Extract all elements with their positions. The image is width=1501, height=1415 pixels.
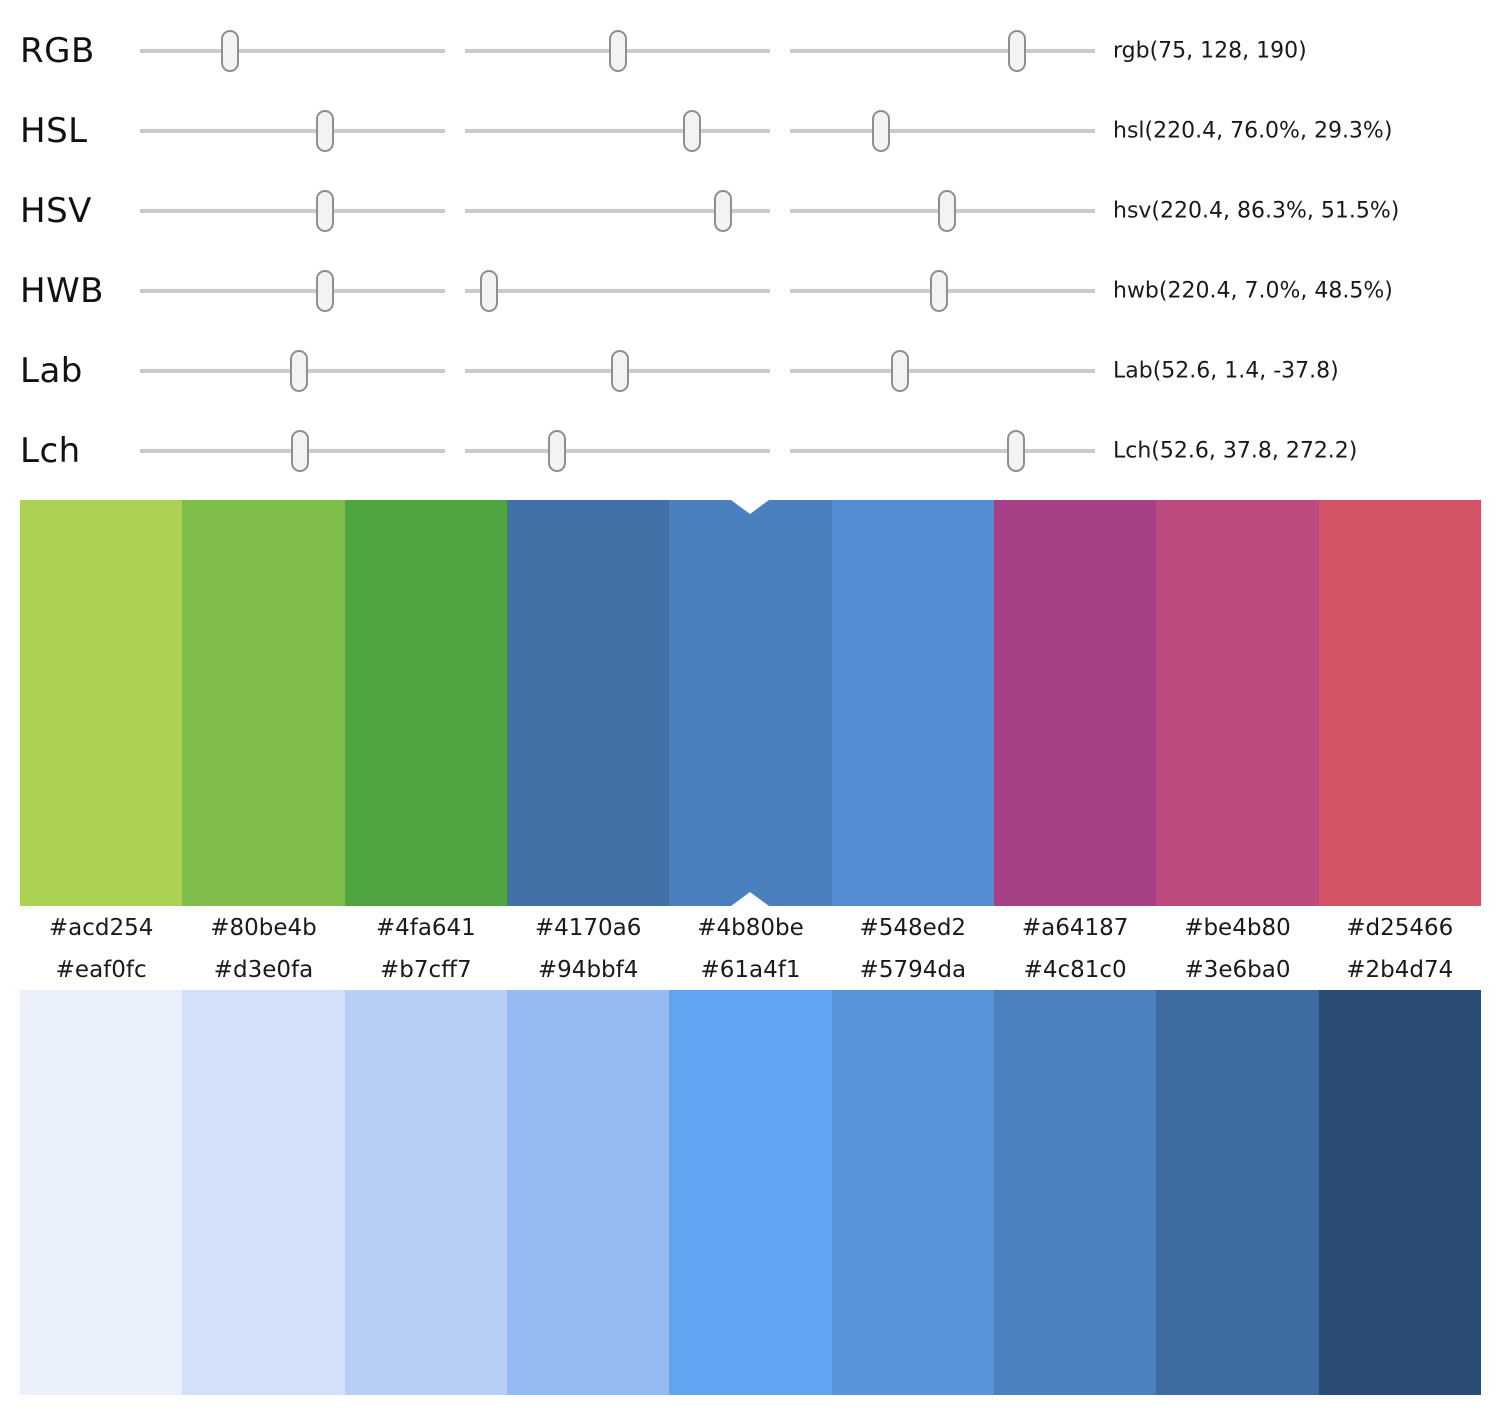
hex-label: #b7cff7 <box>380 957 472 983</box>
hex-label: #2b4d74 <box>1346 957 1454 983</box>
hsv-value-track[interactable] <box>790 190 1095 232</box>
rgb-value-readout: rgb(75, 128, 190) <box>1113 38 1307 64</box>
hsl-lightness-track[interactable] <box>790 110 1095 152</box>
hex-label: #d3e0fa <box>213 957 314 983</box>
rgb-blue-track[interactable] <box>790 30 1095 72</box>
slider-row-label: HWB <box>20 271 105 311</box>
lch-hue-track[interactable] <box>790 430 1095 472</box>
hsv-value-thumb[interactable] <box>938 190 957 232</box>
lab-value-readout: Lab(52.6, 1.4, -37.8) <box>1113 358 1339 384</box>
lab-b-track[interactable] <box>790 350 1095 392</box>
hue-variation-palette <box>20 500 1481 906</box>
lch-chroma-thumb[interactable] <box>547 430 566 472</box>
hex-label: #be4b80 <box>1184 915 1291 941</box>
slider-row-label: RGB <box>20 31 95 71</box>
lab-lightness-track[interactable] <box>140 350 445 392</box>
hwb-whiteness-thumb[interactable] <box>480 270 499 312</box>
rgb-green-track[interactable] <box>465 30 770 72</box>
hwb-hue-thumb[interactable] <box>316 270 335 312</box>
hex-label: #80be4b <box>210 915 317 941</box>
hex-label: #a64187 <box>1021 915 1129 941</box>
lch-lightness-track[interactable] <box>140 430 445 472</box>
selection-notch-bottom-icon <box>731 892 770 906</box>
slider-row-hsl: HSL hsl(220.4, 76.0%, 29.3%) <box>0 91 1501 171</box>
hsv-saturation-thumb[interactable] <box>713 190 732 232</box>
palette-swatch[interactable] <box>182 990 345 1395</box>
palette-swatch[interactable] <box>831 500 994 906</box>
palette-swatch[interactable] <box>344 990 507 1395</box>
slider-row-hwb: HWB hwb(220.4, 7.0%, 48.5%) <box>0 251 1501 331</box>
slider-row-lch: Lch Lch(52.6, 37.8, 272.2) <box>0 411 1501 491</box>
palette-swatch[interactable] <box>831 990 994 1395</box>
palette-swatch-selected[interactable] <box>669 500 832 906</box>
lab-a-thumb[interactable] <box>610 350 629 392</box>
rgb-green-thumb[interactable] <box>609 30 628 72</box>
hwb-whiteness-track[interactable] <box>465 270 770 312</box>
hsv-hue-thumb[interactable] <box>316 190 335 232</box>
hsl-hue-thumb[interactable] <box>316 110 335 152</box>
slider-row-label: Lch <box>20 431 81 471</box>
palette-swatch[interactable] <box>669 990 832 1395</box>
palette-swatch[interactable] <box>993 500 1157 906</box>
hsv-hue-track[interactable] <box>140 190 445 232</box>
palette-swatch[interactable] <box>182 500 345 906</box>
hsl-value-readout: hsl(220.4, 76.0%, 29.3%) <box>1113 118 1393 144</box>
hsl-saturation-thumb[interactable] <box>683 110 702 152</box>
hex-label: #4b80be <box>697 915 804 941</box>
palette-swatch[interactable] <box>1156 500 1319 906</box>
palette-swatch[interactable] <box>506 990 670 1395</box>
slider-row-hsv: HSV hsv(220.4, 86.3%, 51.5%) <box>0 171 1501 251</box>
lch-chroma-track[interactable] <box>465 430 770 472</box>
hsv-value-readout: hsv(220.4, 86.3%, 51.5%) <box>1113 198 1400 224</box>
palette-swatch[interactable] <box>20 990 183 1395</box>
hex-label: #4c81c0 <box>1023 957 1127 983</box>
palette-swatch[interactable] <box>993 990 1157 1395</box>
hex-label: #61a4f1 <box>700 957 801 983</box>
hex-label: #94bbf4 <box>537 957 639 983</box>
palette-swatch[interactable] <box>20 500 183 906</box>
hsv-saturation-track[interactable] <box>465 190 770 232</box>
slider-row-label: Lab <box>20 351 83 391</box>
hex-label: #eaf0fc <box>55 957 147 983</box>
hwb-value-readout: hwb(220.4, 7.0%, 48.5%) <box>1113 278 1393 304</box>
hex-label: #548ed2 <box>859 915 967 941</box>
rgb-blue-thumb[interactable] <box>1008 30 1027 72</box>
hex-label: #4170a6 <box>534 915 642 941</box>
palette-swatch[interactable] <box>344 500 507 906</box>
hsl-saturation-track[interactable] <box>465 110 770 152</box>
lab-a-track[interactable] <box>465 350 770 392</box>
palette-swatch[interactable] <box>1318 990 1481 1395</box>
lab-lightness-thumb[interactable] <box>289 350 308 392</box>
hex-label: #acd254 <box>48 915 154 941</box>
lab-b-thumb[interactable] <box>890 350 909 392</box>
top-palette-hex-labels: #acd254 #80be4b #4fa641 #4170a6 #4b80be … <box>20 906 1481 950</box>
hwb-blackness-thumb[interactable] <box>930 270 949 312</box>
hex-label: #3e6ba0 <box>1184 957 1291 983</box>
lch-lightness-thumb[interactable] <box>291 430 310 472</box>
hwb-blackness-track[interactable] <box>790 270 1095 312</box>
hex-label: #d25466 <box>1346 915 1454 941</box>
palette-swatch[interactable] <box>1318 500 1481 906</box>
bottom-palette-hex-labels: #eaf0fc #d3e0fa #b7cff7 #94bbf4 #61a4f1 … <box>20 950 1481 990</box>
hex-label: #5794da <box>859 957 967 983</box>
palette-swatch[interactable] <box>506 500 670 906</box>
selection-notch-top-icon <box>731 500 770 514</box>
hsl-lightness-thumb[interactable] <box>871 110 890 152</box>
lch-value-readout: Lch(52.6, 37.8, 272.2) <box>1113 438 1358 464</box>
hwb-hue-track[interactable] <box>140 270 445 312</box>
hex-label: #4fa641 <box>375 915 476 941</box>
slider-row-label: HSL <box>20 111 88 151</box>
rgb-red-track[interactable] <box>140 30 445 72</box>
hsl-hue-track[interactable] <box>140 110 445 152</box>
slider-row-label: HSV <box>20 191 92 231</box>
rgb-red-thumb[interactable] <box>220 30 239 72</box>
slider-row-rgb: RGB rgb(75, 128, 190) <box>0 11 1501 91</box>
tint-shade-palette <box>20 990 1481 1395</box>
lch-hue-thumb[interactable] <box>1006 430 1025 472</box>
palette-swatch[interactable] <box>1156 990 1319 1395</box>
slider-row-lab: Lab Lab(52.6, 1.4, -37.8) <box>0 331 1501 411</box>
